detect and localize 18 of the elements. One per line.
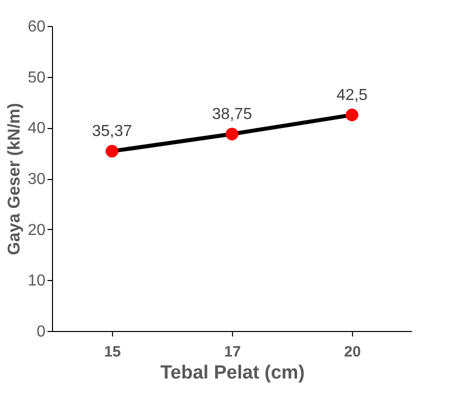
y-tick-label: 60 xyxy=(28,18,46,36)
point xyxy=(226,128,238,140)
y-tick-label: 50 xyxy=(28,69,46,86)
y-tick-label: 10 xyxy=(28,272,46,290)
x-tick-label: 15 xyxy=(104,344,121,360)
y-tick-label: 30 xyxy=(28,171,46,188)
x-tick-label: 17 xyxy=(224,344,241,360)
data-label: 42,5 xyxy=(336,86,368,104)
y-tick-label: 0 xyxy=(36,324,46,340)
point xyxy=(346,108,358,122)
y-tick-label: 20 xyxy=(28,222,46,239)
y-axis-title: Gaya Geser (kN/m) xyxy=(4,102,24,256)
data-label: 35,37 xyxy=(92,123,132,140)
data-label: 38,75 xyxy=(212,106,252,124)
y-tick-label: 40 xyxy=(28,120,46,138)
x-axis-title: Tebal Pelat (cm) xyxy=(160,362,305,384)
x-tick-label: 20 xyxy=(344,344,361,360)
point xyxy=(106,144,118,158)
